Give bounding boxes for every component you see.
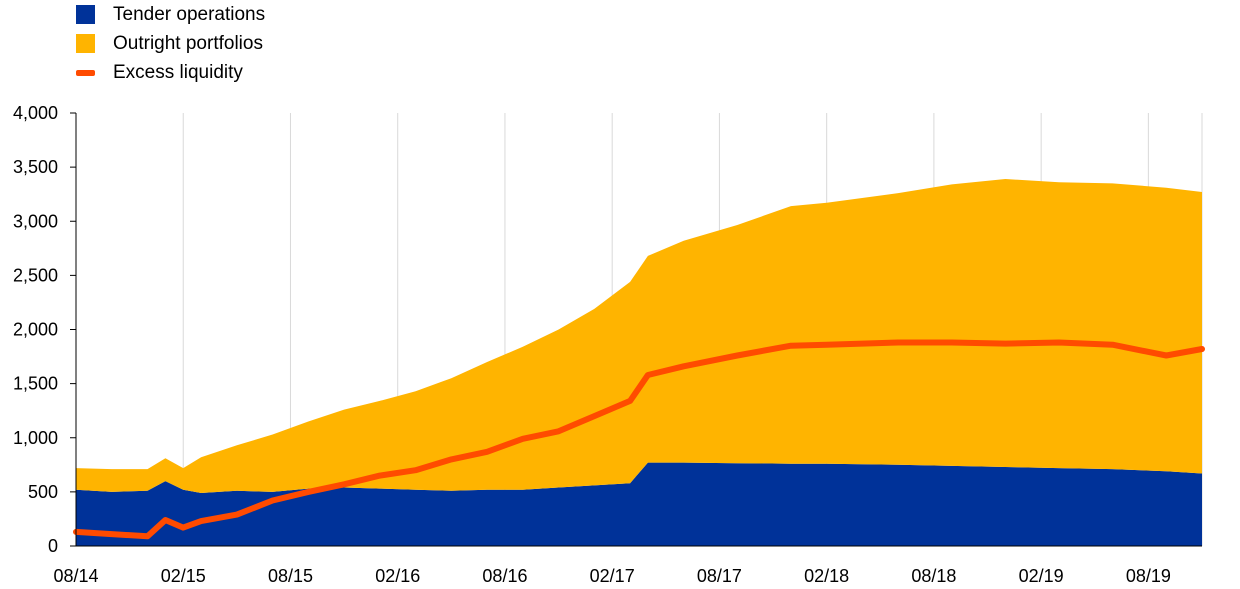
x-tick-label: 08/15 (268, 566, 313, 586)
y-tick-label: 3,000 (13, 211, 58, 231)
y-tick-label: 0 (48, 536, 58, 556)
x-tick-label: 08/19 (1126, 566, 1171, 586)
x-tick-label: 02/19 (1019, 566, 1064, 586)
legend-swatch-outright (76, 34, 95, 53)
x-tick-label: 02/17 (590, 566, 635, 586)
legend-swatch-excess (76, 69, 95, 76)
legend-item-tender[interactable]: Tender operations (76, 0, 265, 29)
legend-label-outright: Outright portfolios (113, 32, 263, 54)
area-series-1 (76, 179, 1202, 493)
y-tick-labels: 0 500 1,000 1,500 2,000 2,500 3,000 3,500 4,000 (13, 103, 76, 556)
legend-label-tender: Tender operations (113, 3, 266, 25)
y-tick-label: 2,000 (13, 320, 58, 340)
legend-item-excess[interactable]: Excess liquidity (76, 58, 265, 87)
y-tick-label: 3,500 (13, 157, 58, 177)
line-series-excess-liquidity (73, 339, 1205, 540)
x-tick-label: 02/16 (375, 566, 420, 586)
x-tick-label: 02/18 (804, 566, 849, 586)
x-tick-label: 08/16 (482, 566, 527, 586)
area-series-0 (76, 462, 1202, 546)
y-tick-label: 1,000 (13, 428, 58, 448)
x-tick-label: 02/15 (161, 566, 206, 586)
legend-item-outright[interactable]: Outright portfolios (76, 29, 265, 58)
x-tick-label: 08/18 (911, 566, 956, 586)
line-series (73, 339, 1205, 540)
x-tick-label: 08/14 (53, 566, 98, 586)
legend-label-excess: Excess liquidity (113, 61, 243, 83)
x-tick-labels: 08/14 02/15 08/15 02/16 08/16 02/17 08/17 02/18… (53, 566, 1170, 586)
y-tick-label: 2,500 (13, 265, 58, 285)
y-tick-label: 4,000 (13, 103, 58, 123)
legend-swatch-tender (76, 5, 95, 24)
legend: Tender operations Outright portfolios Ex… (76, 0, 265, 87)
x-tick-label: 08/17 (697, 566, 742, 586)
stacked-areas (76, 179, 1202, 546)
y-tick-label: 500 (28, 482, 58, 502)
y-tick-label: 1,500 (13, 374, 58, 394)
